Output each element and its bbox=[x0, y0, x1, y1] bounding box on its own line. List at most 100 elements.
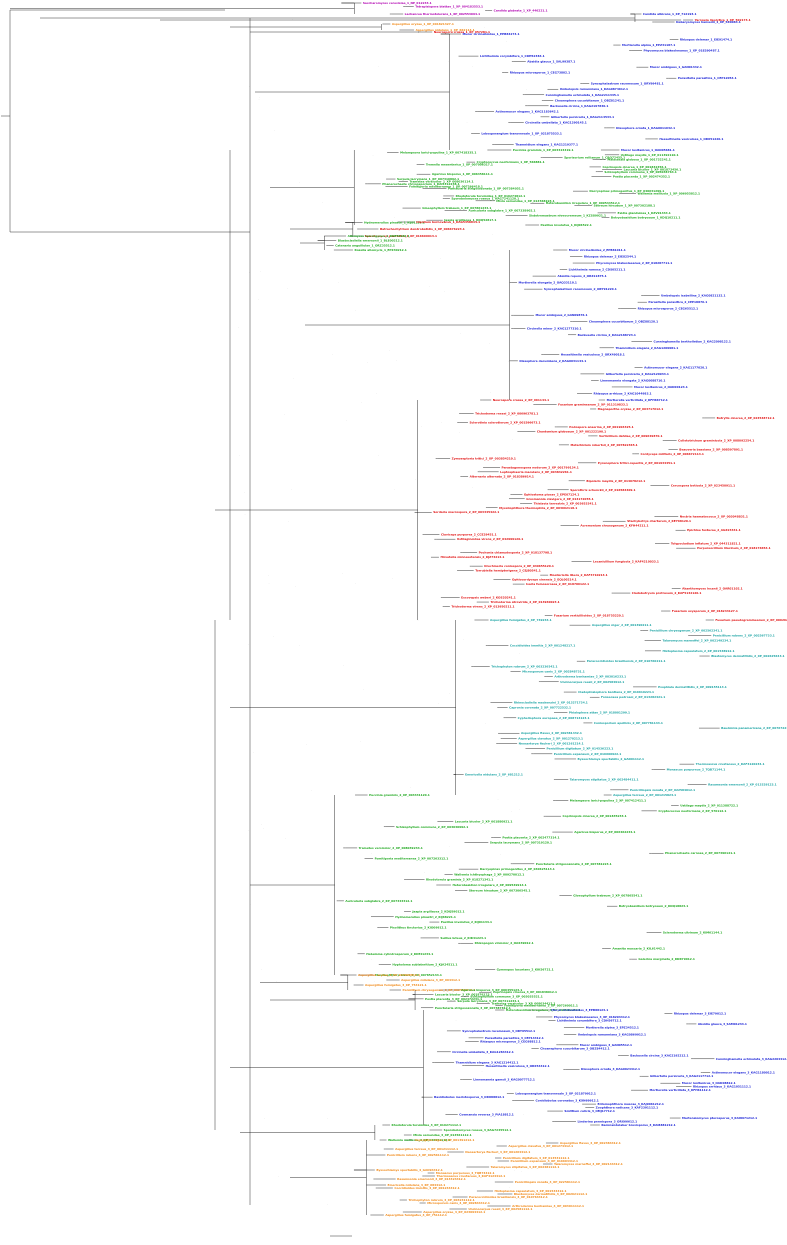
leaf-label: Metarhizium robertsii_2_XP_007822365.1 bbox=[570, 443, 637, 447]
support-mark: · bbox=[274, 130, 275, 132]
leaf-label: Mucor ambiguus_3_GAN05512.1 bbox=[580, 1043, 632, 1047]
leaf-label: Botryobasidium botryosum_2_KDQ18823.1 bbox=[619, 904, 688, 908]
support-mark: · bbox=[295, 586, 296, 588]
leaf-label: Exophiala dermatitidis_2_XP_009155113.1 bbox=[658, 685, 727, 689]
support-mark: · bbox=[504, 1150, 505, 1152]
support-mark: · bbox=[306, 744, 307, 746]
support-mark: · bbox=[479, 471, 480, 473]
support-mark: · bbox=[253, 752, 254, 754]
leaf-label: Parastagonospora nodorum_2_XP_001799134.… bbox=[502, 465, 579, 469]
leaf-label: Thamnidium elegans_3_KAG1214412.1 bbox=[456, 1060, 519, 1064]
leaf-label: Choanephora cucurbitarum_2_OBZ88120.1 bbox=[589, 320, 658, 324]
leaf-label: Backusella circina_1_KAG2197830.1 bbox=[550, 104, 608, 108]
leaf-label: Hirsutella minnesotensis_2_KJZ73214.1 bbox=[440, 555, 504, 559]
leaf-label: Penicilliopsis zonata_4_XP_022581112.1 bbox=[515, 1180, 580, 1184]
leaf-label: Cunninghamella bertholletiae_2_KAG209812… bbox=[654, 339, 731, 343]
leaf-label: Hesseltinella vesiculosa_2_ORX49018.1 bbox=[561, 352, 625, 356]
support-mark: · bbox=[418, 621, 419, 623]
leaf-label: Blastomyces dermatitidis_2_XP_002625643.… bbox=[711, 654, 784, 658]
support-mark: · bbox=[258, 299, 259, 301]
leaf-label: Monascus purpureus_4_TQB74412.1 bbox=[436, 1171, 495, 1175]
leaf-label: Rhizopus arrhizus_3_KAG1051112.1 bbox=[693, 1085, 751, 1089]
tree-leaf-labels: Saccharomyces cerevisiae_1_NP_012233.1Te… bbox=[335, 1, 787, 1217]
leaf-label: Microsporum canis_4_XP_002844412.1 bbox=[427, 1201, 490, 1205]
leaf-label: Lachancea thermotolerans_1_XP_002553094.… bbox=[405, 12, 480, 16]
leaf-label: Spizellomyces punctatus_1_XP_016609913.1 bbox=[365, 234, 437, 238]
leaf-label: Neurospora crassa_2_XP_961144.1 bbox=[493, 398, 549, 402]
support-mark: · bbox=[339, 283, 340, 285]
leaf-label: Ramicandelaber brevisporus_3_KAI8881212.… bbox=[601, 1123, 675, 1127]
leaf-label: Rhodotorula graminis_2_XP_018271341.1 bbox=[426, 878, 493, 882]
leaf-label: Rhodotorula toruloides_3_XP_016271112.1 bbox=[392, 1123, 462, 1127]
support-mark: · bbox=[437, 161, 438, 163]
support-mark: · bbox=[259, 99, 260, 101]
leaf-label: Tremella mesenterica_1_XP_007006317.1 bbox=[426, 163, 493, 167]
support-mark: · bbox=[482, 1071, 483, 1073]
leaf-label: Rozella allomycis_1_EPZ30212.1 bbox=[354, 248, 406, 252]
support-mark: · bbox=[273, 636, 274, 638]
leaf-label: Zoophthora radicans_3_KAF2391112.1 bbox=[596, 1106, 658, 1110]
leaf-label: Laccaria bicolor_1_XP_001873456.1 bbox=[624, 167, 682, 171]
leaf-label: Trichophyton rubrum_2_XP_003236542.1 bbox=[491, 664, 557, 668]
leaf-label: Histoplasma capsulatum_2_XP_001538912.1 bbox=[662, 649, 734, 653]
leaf-label: Hydnomerulius pinastri_1_KIJ61124.1 bbox=[364, 221, 425, 225]
support-mark: · bbox=[508, 361, 509, 363]
leaf-label: Punctularia strigosozonata_1_XP_00738405… bbox=[448, 187, 524, 191]
leaf-label: Penicilliopsis zonata_2_XP_022584012.1 bbox=[630, 788, 695, 792]
support-mark: · bbox=[440, 258, 441, 260]
leaf-label: Sclerotinia sclerotiorum_2_XP_001596673.… bbox=[469, 420, 540, 424]
leaf-label: Parasitella parasitica_2_CEP18876.1 bbox=[648, 300, 707, 304]
leaf-label: Umbelopsis ramanniana_1_KAG0874612.1 bbox=[560, 87, 628, 91]
leaf-label: Entomophthora muscae_3_KAJ9061212.1 bbox=[598, 1102, 664, 1106]
leaf-label: Jaapia argillacea_1_KDQ52817.1 bbox=[443, 218, 496, 222]
leaf-label: Auricularia subglabra_1_XP_007338902.1 bbox=[468, 208, 535, 212]
leaf-label: Mixia osmundae_1_XP_014568193.1 bbox=[496, 199, 554, 203]
leaf-label: Cunninghamella echinulata_1_KAG2211345.1 bbox=[546, 93, 619, 97]
support-mark: · bbox=[269, 583, 270, 585]
leaf-label: Talaromyces marneffei_4_XP_002144412.1 bbox=[554, 1162, 623, 1166]
leaf-label: Schizophyllum commune_3_XP_003035521.1 bbox=[470, 995, 542, 999]
support-mark: · bbox=[299, 182, 300, 184]
leaf-label: Rhizopus microsporus_2_CEG65512.1 bbox=[638, 307, 698, 311]
leaf-label: Rhizopus microsporus_1_CEG73802.1 bbox=[510, 71, 570, 75]
leaf-label: Alternaria alternata_2_XP_018386614.1 bbox=[470, 474, 534, 478]
leaf-label: Coccidioides immitis_2_XP_001248217.1 bbox=[510, 644, 575, 648]
leaf-label: Tetrapisispora blattae_1_XP_004183553.1 bbox=[415, 5, 483, 9]
support-mark: · bbox=[264, 1118, 265, 1120]
leaf-label: Penicillium rubens_4_XP_002561112.1 bbox=[387, 1153, 449, 1157]
support-mark: · bbox=[360, 742, 361, 744]
support-mark: · bbox=[511, 812, 512, 814]
leaf-label: Trichoderma virens_2_XP_013950211.1 bbox=[451, 605, 514, 609]
leaf-label: Wallemia mellicola_3_XP_006951112.1 bbox=[388, 1138, 450, 1142]
leaf-label: Epichloe festucae_2_AGZ23341.1 bbox=[687, 528, 741, 532]
support-mark: · bbox=[284, 414, 285, 416]
leaf-label: Paxillus involutus_2_KIJ01134.1 bbox=[441, 920, 492, 924]
leaf-label: Drechmeria coniospora_2_XP_040655120.1 bbox=[484, 564, 554, 568]
leaf-label: Trichophyton rubrum_4_XP_003231112.1 bbox=[408, 1198, 474, 1202]
support-mark: · bbox=[460, 432, 461, 434]
leaf-label: Cyphellophora europaea_2_XP_008714123.1 bbox=[518, 716, 590, 720]
leaf-label: Postia placenta_1_XP_002474352.1 bbox=[613, 175, 670, 179]
leaf-label: Sporobolomyces roseus_1_KAG7241120.1 bbox=[451, 196, 519, 200]
leaf-label: Mortierella alpina_3_EPZ34512.1 bbox=[586, 1025, 639, 1029]
leaf-label: Mucor ambiguus_2_GAN09876.1 bbox=[535, 313, 587, 317]
leaf-label: Aspergillus nidulans_3_XP_664312.1 bbox=[401, 978, 460, 982]
leaf-label: Penicillium rubens_2_XP_002567733.1 bbox=[713, 633, 775, 637]
leaf-label: Lichtheimia ramosa_2_CDS05211.1 bbox=[569, 268, 626, 272]
support-mark: · bbox=[449, 694, 450, 696]
leaf-label: Phanerochaete chrysosporium_1_KAI3312238… bbox=[382, 182, 459, 186]
support-mark: · bbox=[363, 689, 364, 691]
leaf-label: Fonsecaea pedrosoi_2_XP_013282421.1 bbox=[601, 695, 665, 699]
leaf-label: Mucor lusitanicus_2_OAD00124.1 bbox=[634, 385, 688, 389]
leaf-label: Agaricus bisporus_3_XP_006455123.1 bbox=[461, 988, 522, 992]
leaf-label: Rasamsonia emersonii_4_XP_013324412.1 bbox=[397, 1177, 466, 1181]
support-mark: · bbox=[473, 487, 474, 489]
leaf-label: Lichtheimia corymbifera_1_CDH52384.1 bbox=[480, 54, 545, 58]
leaf-label: Gilbertella persicaria_3_KAG2117712.1 bbox=[650, 1074, 713, 1078]
support-mark: · bbox=[514, 1171, 515, 1173]
leaf-label: Exidia glandulosa_1_KZV91334.1 bbox=[617, 211, 670, 215]
leaf-label: Baudoinia panamericana_2_XP_007672213.1 bbox=[721, 726, 787, 730]
leaf-label: Actinomucor elegans_3_KAG1180012.1 bbox=[712, 1071, 775, 1075]
leaf-label: Hebeloma cylindrosporum_2_KIM41234.1 bbox=[366, 952, 433, 956]
leaf-label: Aspergillus oryzae_1_XP_001821327.1 bbox=[392, 22, 454, 26]
